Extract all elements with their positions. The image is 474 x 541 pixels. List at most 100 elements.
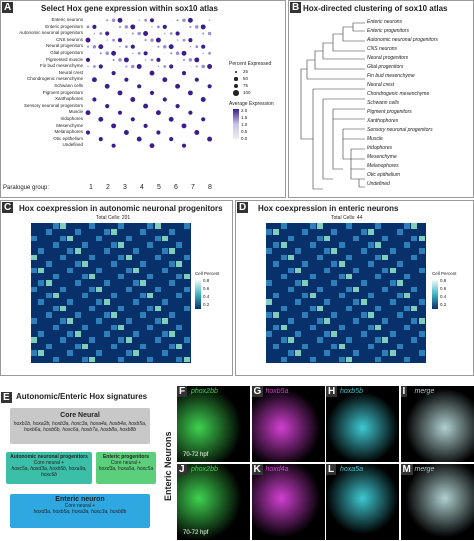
cell bbox=[316, 254, 323, 261]
gene-label: merge bbox=[414, 388, 435, 395]
leaf-label: Enteric neurons bbox=[367, 19, 403, 25]
gene-label: hoxb5b bbox=[340, 388, 363, 395]
cell bbox=[110, 242, 117, 248]
cell bbox=[367, 242, 374, 248]
cell bbox=[345, 337, 352, 343]
cell bbox=[404, 356, 411, 363]
cell bbox=[295, 248, 302, 254]
dot bbox=[201, 117, 206, 122]
cell bbox=[273, 242, 280, 248]
dot bbox=[194, 57, 200, 63]
color-tick: 0.0 bbox=[241, 136, 248, 141]
legend-tick: 0.6 bbox=[203, 286, 210, 291]
row-label: Enteric neurons bbox=[51, 17, 83, 22]
cell bbox=[183, 337, 190, 343]
dot bbox=[151, 26, 153, 28]
cell bbox=[154, 318, 161, 324]
dot bbox=[130, 24, 136, 30]
dot bbox=[188, 110, 193, 115]
dot bbox=[118, 58, 122, 62]
cell bbox=[345, 254, 352, 261]
cell bbox=[345, 356, 352, 363]
cell bbox=[316, 223, 323, 229]
dot bbox=[175, 31, 180, 36]
legend-tick: 0.2 bbox=[440, 302, 447, 307]
cell bbox=[125, 254, 132, 261]
dot bbox=[87, 65, 89, 68]
dot bbox=[132, 52, 134, 54]
dot bbox=[111, 71, 116, 76]
dot bbox=[176, 39, 179, 41]
cell bbox=[367, 261, 374, 267]
dot bbox=[155, 37, 161, 43]
cell bbox=[60, 318, 67, 324]
leaf-label: Enteric progenitors bbox=[367, 28, 409, 34]
panel-b: B Hox-directed clustering of sox10 atlas… bbox=[288, 0, 474, 198]
cell bbox=[169, 248, 176, 254]
row-label: Enteric progenitors bbox=[45, 23, 83, 29]
dot bbox=[155, 110, 161, 116]
dot bbox=[207, 84, 212, 89]
cell bbox=[110, 312, 117, 318]
cell bbox=[147, 356, 154, 363]
cell bbox=[161, 248, 168, 254]
core-title: Core Neural bbox=[60, 412, 100, 419]
row-label: Pigmented muscle bbox=[45, 56, 83, 62]
row-label: Iridophores bbox=[60, 115, 83, 121]
row-label: Chondrogenic mesenchyme bbox=[26, 76, 83, 82]
dot bbox=[183, 26, 185, 28]
cell bbox=[161, 350, 168, 356]
dot bbox=[168, 44, 174, 50]
cell bbox=[45, 343, 52, 350]
dot bbox=[104, 83, 110, 89]
cell bbox=[67, 350, 74, 356]
cell bbox=[110, 292, 117, 299]
gene-label: phox2bb bbox=[191, 466, 218, 473]
cell bbox=[345, 273, 352, 280]
panel-c: C Hox coexpression in autonomic neuronal… bbox=[0, 200, 233, 376]
cell bbox=[140, 261, 147, 267]
dot bbox=[99, 52, 102, 55]
cell bbox=[316, 318, 323, 324]
dot bbox=[182, 38, 186, 42]
legend-tick: 0.8 bbox=[440, 278, 447, 283]
cell bbox=[382, 350, 389, 356]
cell bbox=[360, 248, 367, 254]
dot bbox=[168, 116, 174, 122]
dot bbox=[144, 59, 147, 61]
color-tick: 1.0 bbox=[241, 122, 248, 127]
dot bbox=[190, 66, 191, 67]
cell bbox=[316, 235, 323, 242]
dot bbox=[124, 25, 129, 29]
cell bbox=[31, 235, 37, 242]
leaf-label: Sensory neuronal progenitors bbox=[367, 127, 433, 133]
dot bbox=[151, 46, 153, 48]
row-label: Neural progenitors bbox=[45, 43, 83, 49]
cell bbox=[140, 312, 147, 318]
leaf-label: Glial progenitors bbox=[367, 64, 404, 70]
dot bbox=[156, 57, 161, 63]
cell bbox=[74, 229, 81, 235]
panel-label: B bbox=[290, 2, 302, 13]
cell bbox=[338, 242, 345, 248]
dot bbox=[202, 52, 204, 54]
dot bbox=[176, 19, 179, 22]
en-title: Enteric neuron bbox=[55, 496, 105, 503]
dot bbox=[117, 110, 123, 115]
dot bbox=[126, 33, 127, 34]
cell bbox=[295, 331, 302, 337]
cell bbox=[67, 331, 74, 337]
dot bbox=[111, 123, 117, 129]
cell bbox=[316, 305, 323, 312]
cell bbox=[273, 229, 280, 235]
cell bbox=[345, 286, 352, 293]
dot bbox=[125, 65, 128, 68]
dot bbox=[136, 136, 142, 142]
dot bbox=[111, 18, 116, 23]
dot bbox=[106, 39, 108, 41]
